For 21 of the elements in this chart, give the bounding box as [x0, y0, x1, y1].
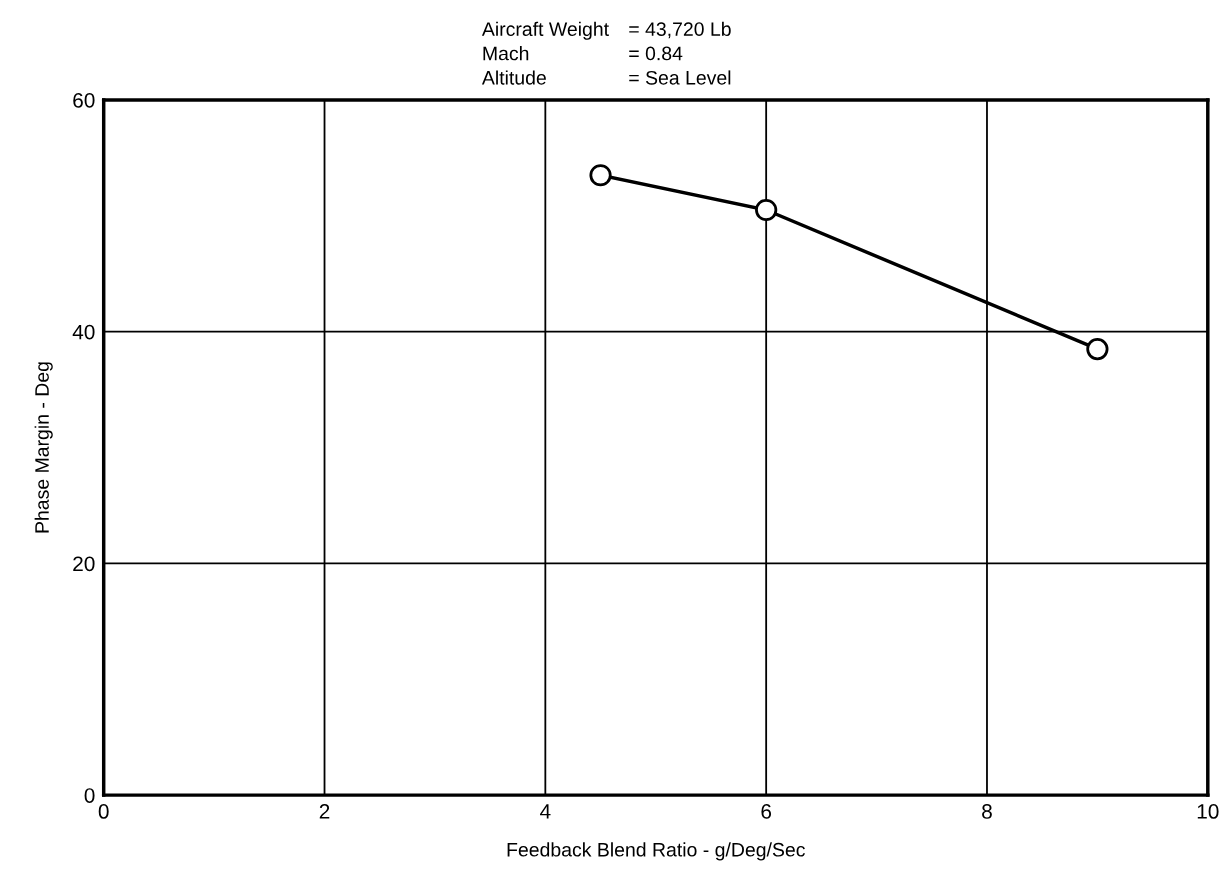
x-tick-label: 4	[540, 804, 551, 819]
text: Mach	[483, 46, 529, 61]
point	[589, 164, 612, 187]
y-axis-title: Phase Margin - Deg	[34, 362, 53, 533]
x-tick-label: 2	[319, 804, 330, 819]
x-tick-label: 8	[982, 804, 992, 819]
y-tick-label: 0	[84, 788, 95, 803]
point	[755, 198, 778, 222]
point	[1086, 337, 1109, 361]
y-tick-label: 40	[72, 324, 95, 340]
text: = 43,720 Lb	[629, 21, 731, 39]
y-tick-label: 60	[73, 92, 95, 108]
x-axis-title: Feedback Blend Ratio - g/Deg/Sec	[507, 842, 805, 861]
text: Altitude	[481, 70, 546, 85]
text: = 0.84	[629, 46, 683, 61]
x-tick-label: 6	[761, 804, 772, 819]
x-tick-label: 10	[1197, 804, 1219, 819]
x-tick-label: 0	[98, 804, 109, 819]
text: Aircraft Weight	[481, 21, 609, 40]
text: = Sea Level	[629, 70, 731, 85]
y-tick-label: 20	[73, 556, 95, 572]
